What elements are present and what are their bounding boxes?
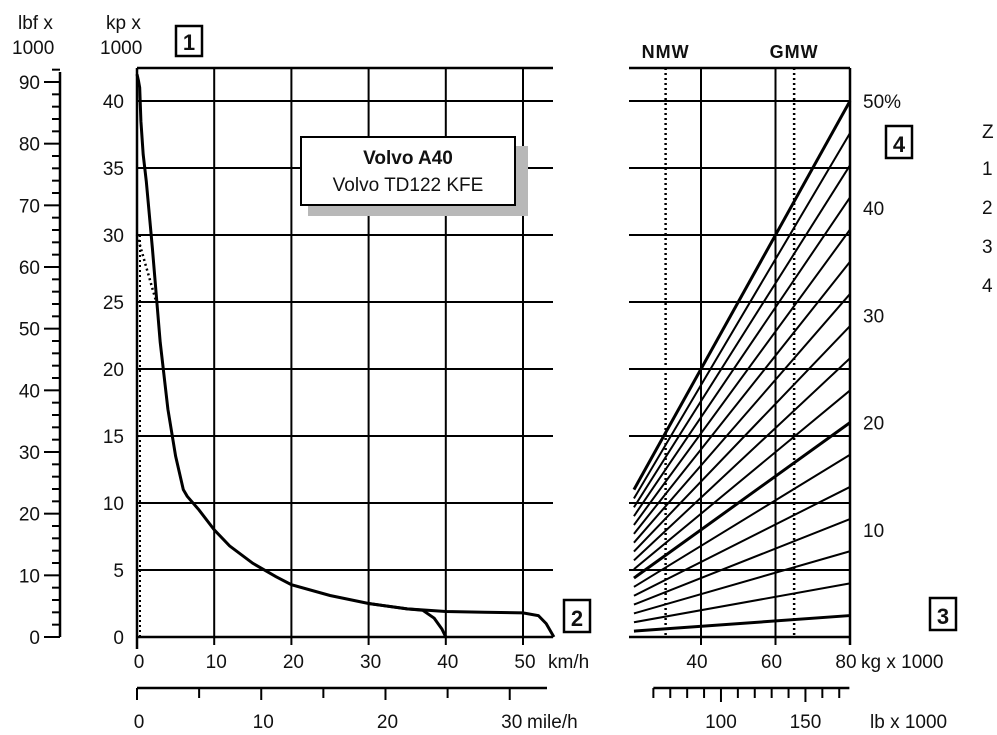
x-unit-lb: lb x 1000: [870, 712, 947, 733]
grade-line-20: [633, 421, 851, 580]
z-item-4: 4: [982, 276, 993, 297]
grade-percent-label: 30: [863, 306, 884, 327]
y-tick-label-lbf: 0: [29, 628, 40, 649]
y-tick-label-kp: 0: [113, 628, 124, 649]
grade-line-2: [633, 614, 851, 633]
grade-line-41: [633, 196, 851, 517]
kp-unit-bottom: 1000: [100, 38, 142, 59]
x-tick-label-mph: 10: [253, 712, 274, 733]
grade-line-29: [633, 325, 851, 553]
kp-unit-top: kp x: [106, 13, 141, 34]
grade-line-47: [633, 132, 851, 499]
rimpull-curve-0: [135, 73, 556, 638]
grade-line-38: [633, 229, 851, 526]
y-tick-label-kp: 10: [103, 494, 124, 515]
grade-line-50: [632, 100, 852, 491]
y-tick-label-kp: 5: [113, 561, 124, 582]
x-tick-label-kmh: 10: [206, 652, 227, 673]
grade-line-32: [633, 293, 851, 544]
x-tick-label-kmh: 20: [283, 652, 304, 673]
y-tick-label-lbf: 90: [19, 73, 40, 94]
y-tick-label-lbf: 20: [19, 505, 40, 526]
lbf-unit-bottom: 1000: [12, 38, 54, 59]
y-tick-label-kp: 40: [103, 92, 124, 113]
x-tick-label-lb: 150: [790, 712, 822, 733]
lbf-unit-top: lbf x: [18, 13, 53, 34]
z-label: Z: [982, 122, 994, 143]
grade-line-8: [633, 550, 851, 615]
y-tick-label-kp: 15: [103, 427, 124, 448]
x-tick-label-kmh: 0: [134, 652, 145, 673]
rimpull-curve-1: [368, 602, 448, 638]
box-1-label: 1: [183, 30, 195, 55]
nmw-label: NMW: [642, 42, 690, 62]
box-4-frame: [884, 124, 914, 160]
box-3-frame: [928, 596, 958, 632]
y-tick-label-lbf: 10: [19, 566, 40, 587]
x-unit-kg: kg x 1000: [861, 652, 943, 673]
box-3-label: 3: [937, 604, 949, 629]
x-tick-label-lb: 100: [705, 712, 737, 733]
y-tick-label-lbf: 50: [19, 320, 40, 341]
x-tick-label-mph: 30: [501, 712, 522, 733]
grade-percent-label: 10: [863, 521, 884, 542]
x-tick-label-kg: 60: [761, 652, 782, 673]
y-tick-label-kp: 25: [103, 293, 124, 314]
grade-line-14: [633, 486, 851, 597]
y-tick-label-lbf: 70: [19, 196, 40, 217]
chart-title: Volvo A40: [363, 148, 453, 169]
y-tick-label-kp: 35: [103, 159, 124, 180]
y-tick-label-lbf: 80: [19, 135, 40, 156]
box-2-label: 2: [571, 606, 583, 631]
box-2-frame: [562, 598, 592, 634]
grade-percent-label: 20: [863, 414, 884, 435]
x-tick-label-kmh: 50: [514, 652, 535, 673]
y-tick-label-kp: 30: [103, 226, 124, 247]
title-box: [300, 136, 516, 206]
x-unit-kmh: km/h: [548, 652, 589, 673]
y-tick-label-lbf: 40: [19, 381, 40, 402]
grade-line-23: [633, 389, 851, 570]
grade-line-17: [633, 453, 851, 588]
grade-line-44: [633, 164, 851, 508]
x-tick-label-kg: 80: [835, 652, 856, 673]
grade-percent-label: 40: [863, 199, 884, 220]
grade-percent-label: 50%: [863, 92, 901, 113]
x-tick-label-kg: 40: [686, 652, 707, 673]
grade-weight-panel: 40 60 80 kg x 1000 NMW GMW 50% 40 30 20 10 3 4 Z 1 2 3 4 1…: [629, 42, 994, 733]
box-1-frame: [174, 24, 204, 58]
z-item-1: 1: [982, 159, 993, 180]
grade-line-26: [633, 357, 851, 562]
x-tick-label-mph: 20: [377, 712, 398, 733]
y-tick-label-lbf: 30: [19, 443, 40, 464]
gmw-label: GMW: [770, 42, 819, 62]
z-item-3: 3: [982, 237, 993, 258]
chart-subtitle: Volvo TD122 KFE: [333, 175, 484, 196]
x-unit-mph: mile/h: [527, 712, 578, 733]
grade-line-5: [633, 582, 851, 624]
y-tick-label-lbf: 60: [19, 258, 40, 279]
y-tick-label-kp: 20: [103, 360, 124, 381]
x-tick-label-kmh: 40: [437, 652, 458, 673]
z-item-2: 2: [982, 198, 993, 219]
grade-line-11: [633, 518, 851, 606]
x-tick-label-mph: 0: [134, 712, 145, 733]
grade-line-35: [633, 261, 851, 535]
x-tick-label-kmh: 30: [360, 652, 381, 673]
box-4-label: 4: [893, 132, 906, 157]
